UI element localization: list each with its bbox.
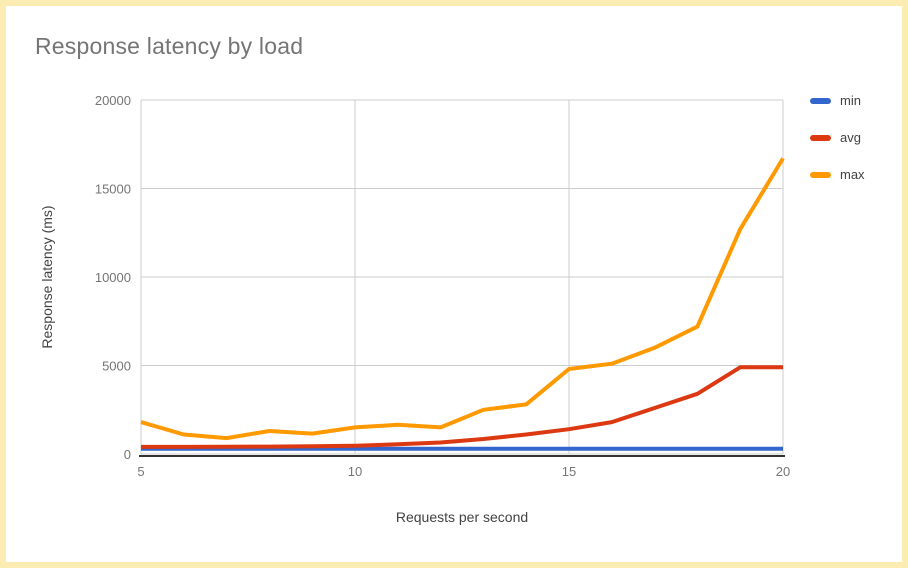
chart-legend: min avg max [810,92,865,203]
legend-item-max: max [810,166,865,184]
legend-item-min: min [810,92,865,110]
x-tick-label: 20 [776,464,790,479]
y-tick-label: 20000 [95,93,131,108]
y-tick-label: 15000 [95,182,131,197]
series-line-max [140,157,785,441]
x-tick-label: 10 [348,464,362,479]
x-tick-label: 15 [562,464,576,479]
series-line-avg [141,365,783,449]
legend-label: max [840,167,865,182]
legend-item-avg: avg [810,129,865,147]
chart-title: Response latency by load [35,33,304,59]
y-tick-label: 10000 [95,270,131,285]
legend-label: avg [840,130,861,145]
legend-swatch-min [810,98,831,104]
legend-swatch-max [810,172,831,178]
x-tick-label: 5 [137,464,144,479]
legend-label: min [840,93,861,108]
legend-swatch-avg [810,135,831,141]
x-axis-title: Requests per second [395,509,529,525]
y-tick-label: 5000 [102,359,131,374]
y-axis-title: Response latency (ms) [39,205,55,349]
y-tick-label: 0 [124,447,131,462]
